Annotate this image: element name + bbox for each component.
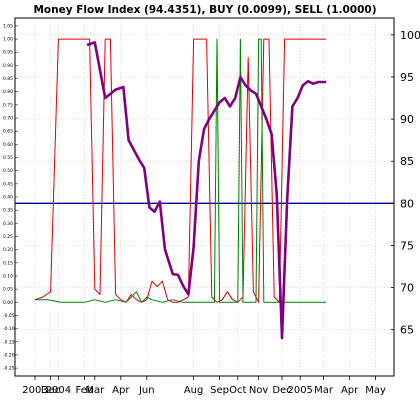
series-layer [34, 38, 327, 340]
left-tick-label-18: 0.15 [3, 260, 13, 266]
left-tick-label-11: 0.50 [3, 168, 13, 174]
left-tick-label-23: -0.10 [3, 326, 15, 332]
left-tick-label-6: 0.75 [3, 102, 13, 108]
left-tick-label-15: 0.30 [3, 221, 13, 227]
left-tick-label-26: -0.25 [3, 366, 15, 372]
left-tick-label-10: 0.55 [3, 155, 13, 161]
right-tick-label-6: 70 [400, 282, 414, 295]
sell-line [35, 38, 327, 303]
right-tick-label-4: 80 [400, 197, 414, 210]
x-tick-label-12: 2005 [287, 385, 312, 396]
x-tick-label-11: Dec [272, 385, 291, 396]
left-tick-label-4: 0.85 [3, 76, 13, 82]
left-tick-label-20: 0.05 [3, 287, 13, 293]
x-tick-label-10: Nov [249, 385, 269, 396]
right-tick-label-7: 65 [400, 324, 414, 337]
x-tick-label-9: Oct [229, 385, 246, 396]
left-tick-label-16: 0.25 [3, 234, 13, 240]
left-tick-label-22: -0.05 [3, 313, 15, 319]
left-tick-label-9: 0.60 [3, 142, 13, 148]
left-tick-label-12: 0.45 [3, 181, 13, 187]
right-tick-label-5: 75 [400, 239, 414, 252]
mfi-line [86, 41, 327, 340]
left-tick-label-2: 0.95 [3, 50, 13, 56]
left-tick-label-24: -0.15 [3, 339, 15, 345]
x-tick-label-2: 2004 [46, 385, 71, 396]
left-tick-label-7: 0.70 [3, 116, 13, 122]
right-tick-label-3: 85 [400, 155, 414, 168]
left-axis: 1.05 1.00 0.95 0.90 0.85 0.80 0.75 0.70 0.65 0.60… [3, 23, 18, 372]
x-tick-label-1: Dec [41, 385, 60, 396]
grid [15, 18, 394, 376]
left-tick-label-14: 0.35 [3, 208, 13, 214]
chart-title: Money Flow Index (94.4351), BUY (0.0099)… [33, 4, 376, 16]
x-tick-label-4: Mar [85, 385, 105, 396]
left-tick-label-8: 0.65 [3, 129, 13, 135]
x-tick-label-3: Feb [76, 385, 94, 396]
x-tick-label-0: 2003 [22, 385, 47, 396]
x-tick-label-8: Sep [210, 385, 229, 396]
left-tick-label-5: 0.80 [3, 89, 13, 95]
x-tick-label-5: Apr [112, 385, 130, 396]
left-tick-label-13: 0.40 [3, 195, 13, 201]
x-tick-label-6: Jun [138, 385, 155, 396]
left-tick-label-21: 0.00 [3, 300, 13, 306]
right-tick-label-1: 95 [400, 71, 414, 84]
x-tick-label-7: Aug [184, 385, 204, 396]
left-tick-label-3: 0.90 [3, 63, 13, 69]
plot-frame [14, 17, 395, 377]
x-tick-label-14: Apr [341, 385, 359, 396]
buy-line [34, 38, 327, 303]
left-tick-label-0: 1.05 [3, 23, 13, 29]
left-tick-label-25: -0.20 [3, 352, 15, 358]
right-tick-label-0: 100 [400, 29, 420, 42]
right-axis: 100 95 90 85 80 75 70 65 [391, 29, 420, 337]
x-tick-label-15: May [365, 385, 386, 396]
right-tick-label-2: 90 [400, 113, 414, 126]
left-tick-label-17: 0.20 [3, 247, 13, 253]
left-tick-label-19: 0.10 [3, 273, 13, 279]
left-tick-label-1: 1.00 [3, 37, 13, 43]
x-tick-label-13: Mar [314, 385, 334, 396]
